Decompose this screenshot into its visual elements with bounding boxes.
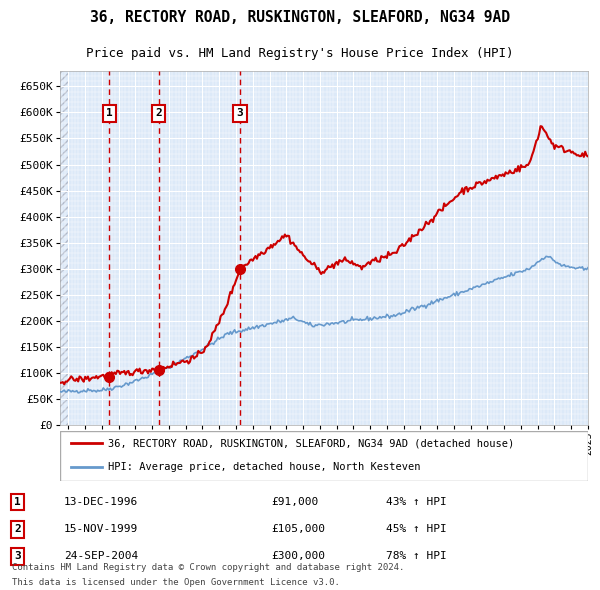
Text: 36, RECTORY ROAD, RUSKINGTON, SLEAFORD, NG34 9AD (detached house): 36, RECTORY ROAD, RUSKINGTON, SLEAFORD, …	[107, 438, 514, 448]
Text: 3: 3	[14, 552, 21, 562]
Text: This data is licensed under the Open Government Licence v3.0.: This data is licensed under the Open Gov…	[12, 578, 340, 587]
FancyBboxPatch shape	[60, 431, 588, 481]
Text: 2: 2	[155, 109, 162, 118]
Text: 24-SEP-2004: 24-SEP-2004	[64, 552, 138, 562]
Text: HPI: Average price, detached house, North Kesteven: HPI: Average price, detached house, Nort…	[107, 462, 420, 472]
Text: £91,000: £91,000	[271, 497, 319, 507]
Text: 78% ↑ HPI: 78% ↑ HPI	[386, 552, 447, 562]
Text: 45% ↑ HPI: 45% ↑ HPI	[386, 525, 447, 534]
Text: £300,000: £300,000	[271, 552, 325, 562]
Text: 1: 1	[14, 497, 21, 507]
Text: 43% ↑ HPI: 43% ↑ HPI	[386, 497, 447, 507]
Text: 3: 3	[236, 109, 243, 118]
Text: Price paid vs. HM Land Registry's House Price Index (HPI): Price paid vs. HM Land Registry's House …	[86, 47, 514, 60]
Text: 2: 2	[14, 525, 21, 534]
Text: Contains HM Land Registry data © Crown copyright and database right 2024.: Contains HM Land Registry data © Crown c…	[12, 563, 404, 572]
Text: 13-DEC-1996: 13-DEC-1996	[64, 497, 138, 507]
Text: 36, RECTORY ROAD, RUSKINGTON, SLEAFORD, NG34 9AD: 36, RECTORY ROAD, RUSKINGTON, SLEAFORD, …	[90, 10, 510, 25]
Text: 1: 1	[106, 109, 113, 118]
Text: £105,000: £105,000	[271, 525, 325, 534]
Text: 15-NOV-1999: 15-NOV-1999	[64, 525, 138, 534]
